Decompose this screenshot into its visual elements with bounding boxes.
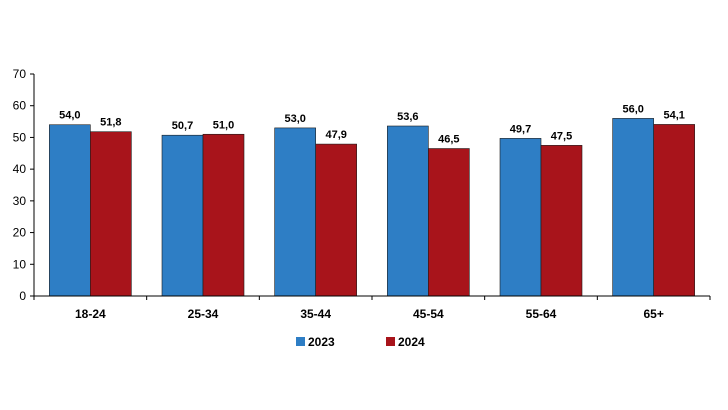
x-axis: 18-24 25-34 35-44 45-54 55-64 65+: [33, 295, 711, 321]
bar-2024-45-54: [428, 148, 470, 297]
bar-2023-35-44: [274, 127, 316, 297]
x-tick-label: 45-54: [413, 307, 444, 321]
legend-label: 2023: [308, 335, 335, 349]
y-tick-label: 10: [13, 257, 27, 271]
data-label: 49,7: [510, 123, 531, 135]
y-tick-label: 0: [19, 289, 26, 303]
y-tick-label: 50: [13, 130, 27, 144]
bar-2023-25-34: [161, 134, 204, 297]
x-tick-label: 25-34: [188, 307, 219, 321]
x-tick-label: 35-44: [300, 307, 331, 321]
legend-swatch-2024: [386, 337, 395, 346]
bar-2024-25-34: [202, 133, 245, 297]
bar-2024-35-44: [315, 143, 357, 297]
y-tick-label: 60: [13, 99, 27, 113]
data-label: 54,0: [59, 110, 80, 122]
bar-2023-18-24: [49, 124, 91, 297]
data-label: 53,0: [284, 113, 305, 125]
x-tick-label: 18-24: [75, 307, 106, 321]
data-label: 47,9: [325, 129, 346, 141]
data-label: 54,1: [663, 109, 684, 121]
y-tick-label: 70: [13, 67, 27, 81]
data-label: 47,5: [551, 130, 572, 142]
data-label: 46,5: [438, 134, 459, 146]
data-label: 51,0: [213, 119, 234, 131]
data-label: 50,7: [172, 120, 193, 132]
bar-2023-45-54: [387, 125, 429, 297]
bar-2024-18-24: [90, 131, 132, 297]
bar-2024-55-64: [540, 145, 583, 297]
bar-2023-65+: [612, 118, 654, 297]
bar-2023-55-64: [499, 138, 542, 297]
bars: 54,0 51,8 50,7 51,0 53,0 47,9 53,6 46,5 49,7 47,5…: [49, 103, 695, 297]
y-tick-label: 30: [13, 194, 27, 208]
legend-label: 2024: [398, 335, 425, 349]
legend: 2023 2024: [296, 335, 425, 349]
bar-2024-65+: [653, 124, 695, 297]
data-label: 53,6: [397, 111, 418, 123]
x-tick-label: 65+: [643, 307, 663, 321]
x-tick-label: 55-64: [526, 307, 557, 321]
data-label: 51,8: [100, 117, 121, 129]
data-label: 56,0: [622, 103, 643, 115]
y-axis: 0 10 20 30 40 50 60 70: [13, 67, 35, 303]
y-tick-label: 20: [13, 226, 27, 240]
legend-swatch-2023: [296, 337, 305, 346]
y-tick-label: 40: [13, 162, 27, 176]
